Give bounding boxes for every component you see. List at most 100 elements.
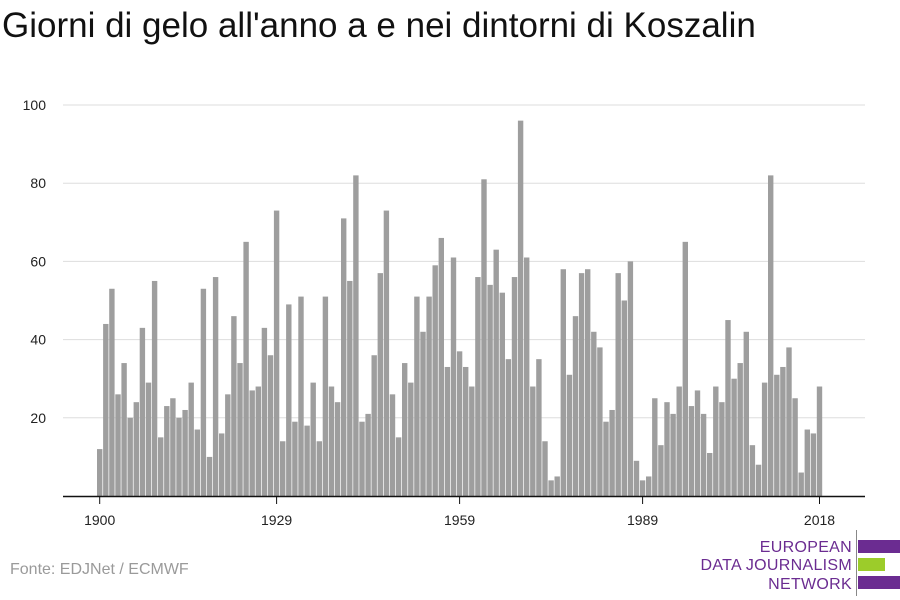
logo-bar-bottom [858, 576, 900, 589]
logo-bar-top [858, 540, 900, 553]
bar [731, 378, 737, 496]
bar [511, 277, 518, 496]
bar [316, 441, 322, 496]
bar [780, 366, 786, 496]
bar [273, 210, 280, 496]
bar [554, 476, 560, 496]
bar [652, 398, 658, 496]
bar [164, 406, 170, 496]
bar [359, 421, 365, 496]
bar [194, 429, 200, 496]
bar [298, 296, 304, 496]
bar [188, 382, 194, 496]
bar [627, 261, 634, 496]
bar [383, 210, 390, 496]
bar [145, 382, 152, 496]
bar [621, 300, 627, 496]
bar [426, 296, 432, 496]
bar [578, 273, 585, 496]
bar [286, 304, 292, 496]
bar [402, 363, 408, 496]
x-axis-ticks: 1900 1929 1959 1989 2018 [84, 496, 835, 528]
bar [109, 288, 115, 496]
bar [212, 277, 219, 496]
bar [371, 355, 377, 496]
bar [182, 409, 188, 496]
bar [615, 273, 621, 496]
edjnet-logo[interactable]: EUROPEAN DATA JOURNALISM NETWORK [700, 530, 900, 596]
bar [505, 359, 512, 496]
chart-title: Giorni di gelo all'anno a e nei dintorni… [2, 6, 756, 45]
y-axis-ticks: 20 40 60 80 100 [23, 97, 47, 426]
bar [389, 394, 396, 496]
bar [341, 218, 347, 496]
bar [365, 413, 371, 496]
bar [633, 460, 640, 496]
bar [682, 241, 688, 496]
bar [493, 249, 499, 496]
bar [280, 441, 286, 496]
y-tick-label: 20 [30, 410, 46, 426]
bar [176, 417, 182, 496]
bar [755, 464, 762, 496]
bar [310, 382, 316, 496]
bar [585, 269, 591, 496]
logo-line-network: NETWORK [768, 576, 852, 593]
y-tick-label: 40 [30, 332, 46, 348]
y-tick-label: 100 [23, 97, 47, 113]
bar [658, 445, 664, 496]
x-tick-label: 2018 [804, 512, 835, 528]
bar [249, 390, 255, 496]
bar [255, 386, 261, 496]
bar [200, 288, 207, 496]
logo-divider [856, 530, 857, 596]
bar [707, 452, 713, 496]
bar [450, 257, 457, 496]
bar [725, 320, 731, 496]
bar [231, 316, 237, 496]
bar [334, 402, 341, 496]
bar [749, 445, 756, 496]
bar [737, 363, 743, 496]
bar [347, 280, 353, 496]
bar [597, 347, 603, 496]
bar [664, 402, 670, 496]
bar [139, 327, 146, 496]
bar [499, 292, 505, 496]
bar [127, 417, 133, 496]
bar [481, 179, 487, 497]
bar [322, 296, 329, 496]
bar [115, 394, 121, 496]
bar [670, 413, 676, 496]
bar [237, 363, 243, 496]
bar [121, 363, 127, 496]
bar [768, 175, 774, 496]
bar [456, 351, 463, 496]
bar [487, 284, 493, 496]
bar [225, 394, 231, 496]
bar [743, 331, 749, 496]
bar [304, 425, 310, 496]
bar [810, 433, 817, 496]
bar [536, 359, 542, 496]
bar [517, 120, 524, 496]
bar [395, 437, 402, 496]
gridlines [63, 104, 865, 419]
bar [646, 476, 652, 496]
x-tick-label: 1900 [84, 512, 115, 528]
bar [560, 269, 566, 496]
bar [151, 280, 158, 496]
bar [133, 402, 139, 496]
source-note: Fonte: EDJNet / ECMWF [10, 561, 189, 578]
bar [414, 296, 420, 496]
bar [420, 331, 426, 496]
bar [158, 437, 164, 496]
bar [591, 331, 597, 496]
bar [798, 472, 804, 496]
bar [292, 421, 298, 496]
bar [688, 406, 695, 496]
bar [572, 316, 579, 496]
bar [719, 402, 725, 496]
bar [243, 241, 249, 496]
bar [219, 433, 225, 496]
